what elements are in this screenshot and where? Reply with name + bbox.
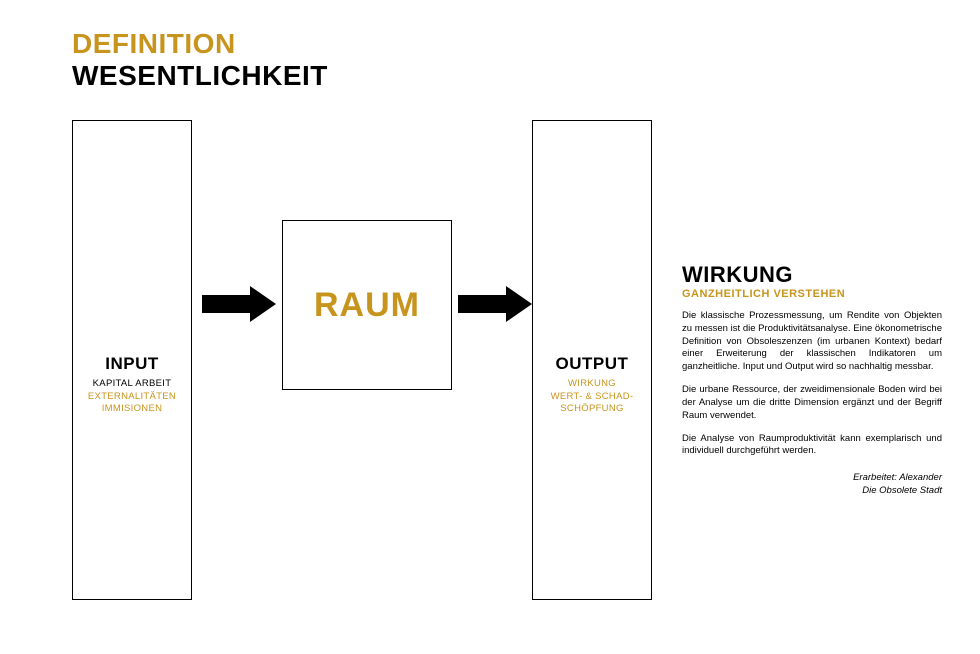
side-paragraph-1: Die klassische Prozessmessung, um Rendit… xyxy=(682,310,942,374)
output-line-gold-3: SCHÖPFUNG xyxy=(560,403,623,416)
output-line-gold-1: WIRKUNG xyxy=(568,378,616,391)
side-title: WIRKUNG xyxy=(682,262,942,288)
input-title: INPUT xyxy=(105,354,159,374)
arrow-head-icon xyxy=(250,286,276,322)
side-subtitle: GANZHEITLICH VERSTEHEN xyxy=(682,288,942,300)
raum-label: RAUM xyxy=(314,286,420,325)
arrow-raum-to-output xyxy=(458,286,532,322)
input-line-gold-2: IMMISIONEN xyxy=(102,403,163,416)
output-box: OUTPUT WIRKUNG WERT- & SCHAD- SCHÖPFUNG xyxy=(532,120,652,600)
header-line-1: DEFINITION xyxy=(72,28,328,60)
flow-diagram: INPUT KAPITAL ARBEIT EXTERNALITÄTEN IMMI… xyxy=(72,120,662,610)
input-line-gold-1: EXTERNALITÄTEN xyxy=(88,391,176,404)
side-paragraph-3: Die Analyse von Raumproduktivität kann e… xyxy=(682,433,942,459)
page-header: DEFINITION WESENTLICHKEIT xyxy=(72,28,328,92)
input-box: INPUT KAPITAL ARBEIT EXTERNALITÄTEN IMMI… xyxy=(72,120,192,600)
arrow-input-to-raum xyxy=(202,286,276,322)
raum-box: RAUM xyxy=(282,220,452,390)
side-panel: WIRKUNG GANZHEITLICH VERSTEHEN Die klass… xyxy=(682,262,942,498)
input-line-black: KAPITAL ARBEIT xyxy=(93,378,172,391)
arrow-head-icon xyxy=(506,286,532,322)
output-line-gold-2: WERT- & SCHAD- xyxy=(551,391,634,404)
credit-line-2: Die Obsolete Stadt xyxy=(682,485,942,498)
side-credit: Erarbeitet: Alexander Die Obsolete Stadt xyxy=(682,472,942,498)
arrow-shaft xyxy=(458,295,506,313)
header-line-2: WESENTLICHKEIT xyxy=(72,60,328,92)
side-paragraph-2: Die urbane Ressource, der zweidimensiona… xyxy=(682,384,942,422)
credit-line-1: Erarbeitet: Alexander xyxy=(682,472,942,485)
output-title: OUTPUT xyxy=(556,354,629,374)
arrow-shaft xyxy=(202,295,250,313)
